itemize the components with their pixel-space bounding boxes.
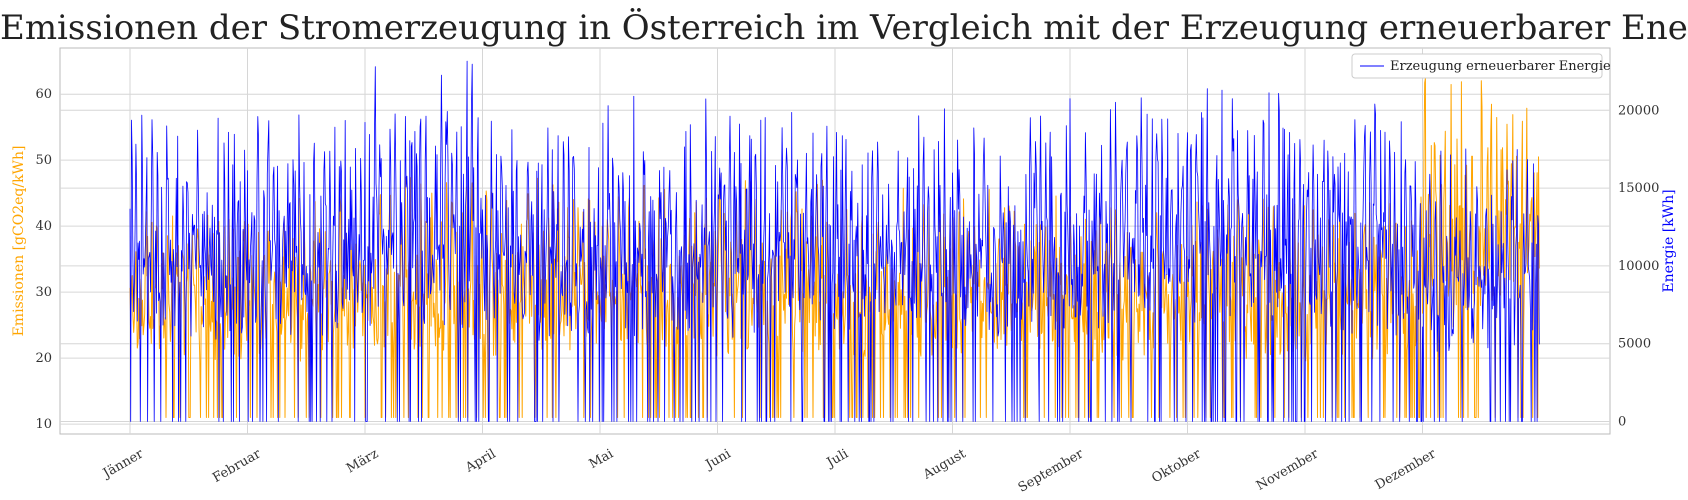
y-left-tick-30: 30 [35,285,52,300]
chart-title: Emissionen der Stromerzeugung in Österre… [0,8,1688,48]
y-right-tick-15000: 15000 [1618,181,1659,196]
x-tick-0: Jänner [99,446,147,482]
emissions-line [129,77,1540,418]
x-tick-6: Juli [823,446,851,471]
y-right-tick-20000: 20000 [1618,103,1659,118]
y-right-tick-0: 0 [1618,415,1626,430]
x-tick-8: September [1016,446,1087,496]
renewables-series [129,60,1540,422]
y-left-tick-60: 60 [35,87,52,102]
y-left-tick-20: 20 [35,351,52,366]
emissions-series [129,77,1540,418]
x-tick-5: Juni [702,446,734,473]
x-tick-1: Februar [210,446,264,486]
renewables-line [129,60,1540,422]
x-tick-4: Mai [587,446,616,472]
y-right-axis-label: Energie [kWh] [1661,189,1677,292]
legend-box [1351,53,1603,79]
x-tick-3: April [462,446,498,476]
x-tick-7: August [920,446,969,483]
y-right-tick-10000: 10000 [1618,259,1659,274]
y-left-tick-40: 40 [35,219,52,234]
x-tick-9: Oktober [1149,446,1204,486]
y-right-tick-5000: 5000 [1618,337,1651,352]
legend-label-renewables: Erzeugung erneuerbarer Energie [1390,59,1611,74]
legend: Erzeugung erneuerbarer Energie [1351,53,1611,79]
x-tick-11: Dezember [1373,446,1439,493]
y-left-tick-10: 10 [35,417,52,432]
y-left-axis-label: Emissionen [gCO2eq/kWh] [11,146,27,337]
y-left-tick-50: 50 [35,153,52,168]
x-tick-2: März [344,446,381,476]
x-tick-10: November [1254,446,1322,494]
